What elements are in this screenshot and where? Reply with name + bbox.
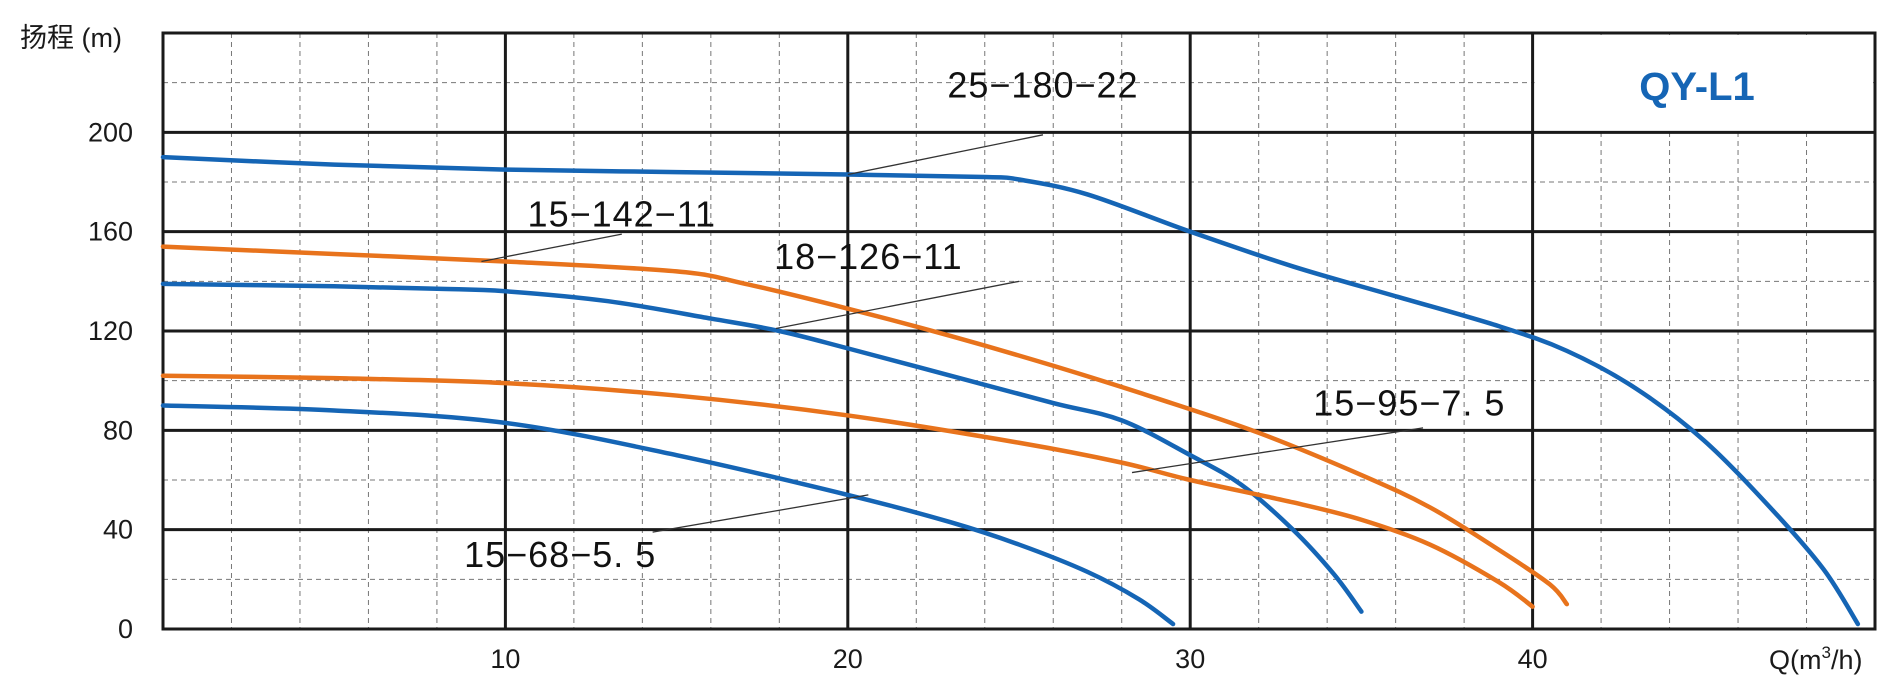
curve-15−95−7. 5 (160, 373, 1535, 609)
x-tick-label: 20 (833, 644, 863, 674)
curve-15−142−11 (160, 244, 1570, 607)
chart-title: QY-L1 (1639, 65, 1755, 109)
curve-label-15−95−7. 5: 15−95−7. 5 (1313, 382, 1505, 423)
y-tick-label: 0 (118, 614, 133, 644)
curve-25−180−22 (160, 154, 1861, 627)
y-tick-label: 40 (103, 515, 133, 545)
leader-line-18−126−11 (775, 280, 1020, 330)
performance-curves (160, 154, 1861, 627)
curve-label-15−68−5. 5: 15−68−5. 5 (464, 534, 656, 575)
x-axis-label: Q(m3/h) (1769, 643, 1862, 675)
y-tick-label: 200 (88, 117, 133, 147)
leader-line-15−95−7. 5 (1131, 427, 1424, 474)
leader-line-15−68−5. 5 (652, 494, 869, 533)
curve-label-25−180−22: 25−180−22 (947, 65, 1138, 106)
x-tick-label: 40 (1518, 644, 1548, 674)
leader-line-15−142−11 (481, 233, 622, 263)
plot-frame (161, 31, 1877, 631)
model-title-box (1534, 35, 1873, 131)
curve-labels: 25−180−22 15−142−11 18−126−11 15−95−7. 5 15−… (464, 65, 1505, 575)
y-tick-label: 80 (103, 415, 133, 445)
major-grid (161, 31, 1877, 631)
curve-15−68−5. 5 (160, 403, 1176, 627)
curve-label-15−142−11: 15−142−11 (528, 194, 717, 235)
y-axis-label: 扬程 (m) (20, 23, 122, 53)
curve-label-18−126−11: 18−126−11 (774, 236, 963, 277)
title-box-background (1534, 35, 1873, 131)
y-tick-label: 160 (88, 217, 133, 247)
x-tick-label: 30 (1175, 644, 1205, 674)
curve-leader-lines (481, 134, 1424, 533)
y-tick-label: 120 (88, 316, 133, 346)
curve-18−126−11 (160, 281, 1364, 614)
axis-tick-labels: 0 40 80 120 160 200 10 20 30 40 (88, 117, 1548, 674)
leader-line-25−180−22 (847, 134, 1044, 176)
x-tick-label: 10 (490, 644, 520, 674)
